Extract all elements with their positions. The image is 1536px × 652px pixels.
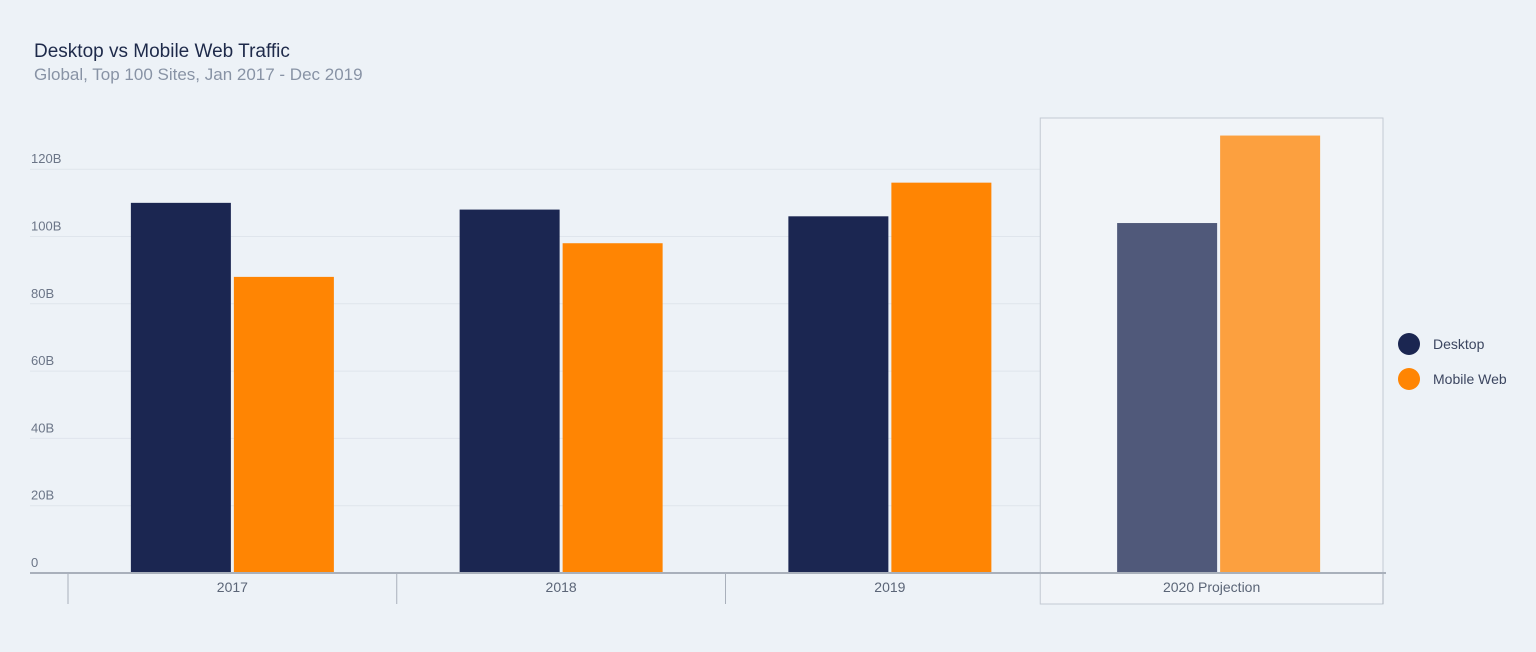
legend-label: Mobile Web (1433, 371, 1507, 387)
y-tick-label: 40B (31, 420, 54, 435)
y-tick-label: 20B (31, 488, 54, 503)
y-tick-label: 100B (31, 219, 61, 234)
legend-swatch (1398, 333, 1420, 355)
bars (130, 135, 1321, 574)
x-tick-label: 2019 (874, 579, 905, 595)
bar-mobile-web (891, 182, 992, 573)
x-tick-label: 2020 Projection (1163, 579, 1260, 595)
chart-subtitle: Global, Top 100 Sites, Jan 2017 - Dec 20… (34, 65, 363, 84)
x-tick-label: 2017 (217, 579, 248, 595)
x-tick-label: 2018 (546, 579, 577, 595)
bar-mobile-web (233, 276, 334, 573)
x-axis: 2017 2018 2019 2020 Projection (30, 572, 1386, 604)
bar-mobile-web (1220, 135, 1321, 574)
y-tick-label: 60B (31, 353, 54, 368)
bar-desktop (459, 209, 560, 573)
bar-mobile-web (562, 243, 663, 574)
y-tick-label: 0 (31, 555, 38, 570)
bar-desktop (1117, 223, 1218, 574)
y-axis: 0 20B 40B 60B 80B 100B 120B (31, 151, 61, 570)
legend-label: Desktop (1433, 336, 1485, 352)
bar-desktop (130, 202, 231, 573)
legend-swatch (1398, 368, 1420, 390)
chart-title: Desktop vs Mobile Web Traffic (34, 41, 290, 62)
y-tick-label: 120B (31, 151, 61, 166)
legend: Desktop Mobile Web (1398, 333, 1507, 390)
bar-desktop (788, 216, 889, 573)
y-tick-label: 80B (31, 286, 54, 301)
